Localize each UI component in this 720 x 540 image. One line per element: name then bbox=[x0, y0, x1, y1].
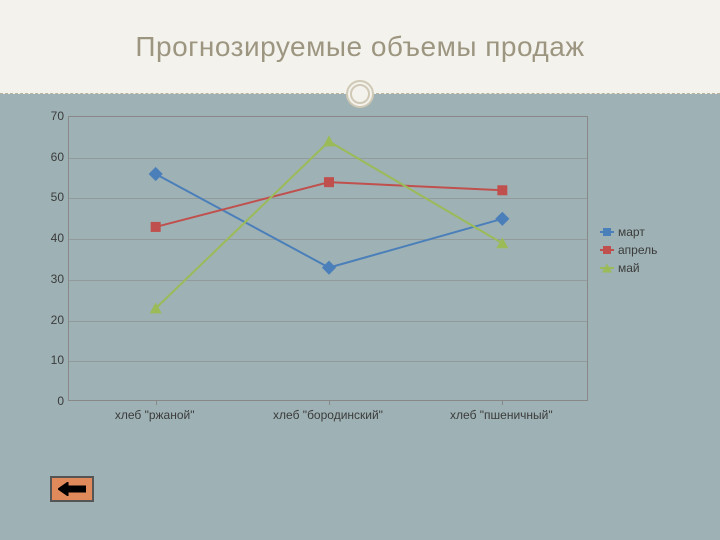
series-line bbox=[156, 182, 503, 227]
slide-title: Прогнозируемые объемы продаж bbox=[135, 31, 584, 63]
xtick-label: хлеб "бородинский" bbox=[273, 408, 383, 422]
series-line bbox=[156, 141, 503, 308]
legend-label: апрель bbox=[618, 243, 657, 257]
ytick-label: 30 bbox=[30, 272, 64, 286]
legend-item[interactable]: май bbox=[600, 261, 690, 275]
back-button[interactable] bbox=[50, 476, 94, 502]
chart-region: 0 10 20 30 40 50 60 70 хлеб "ржаной" хлеб "бород… bbox=[30, 110, 690, 440]
legend-item[interactable]: апрель bbox=[600, 243, 690, 257]
ytick-label: 50 bbox=[30, 190, 64, 204]
title-ornament-icon bbox=[346, 80, 374, 108]
legend-marker-icon bbox=[600, 249, 614, 251]
chart-series-svg bbox=[69, 117, 589, 402]
ytick-label: 0 bbox=[30, 394, 64, 408]
plot-area bbox=[68, 116, 588, 401]
slide-container: Прогнозируемые объемы продаж 0 10 20 30 40 50… bbox=[0, 0, 720, 540]
series-marker bbox=[497, 185, 507, 195]
series-marker bbox=[322, 261, 336, 275]
legend-marker-icon bbox=[600, 231, 614, 233]
ytick-label: 40 bbox=[30, 231, 64, 245]
ytick-label: 60 bbox=[30, 150, 64, 164]
ytick-label: 20 bbox=[30, 313, 64, 327]
legend-marker-icon bbox=[600, 267, 614, 269]
series-marker bbox=[151, 222, 161, 232]
series-marker bbox=[495, 212, 509, 226]
chart-legend: март апрель май bbox=[600, 225, 690, 279]
xtick-label: хлеб "пшеничный" bbox=[450, 408, 553, 422]
legend-item[interactable]: март bbox=[600, 225, 690, 239]
ytick-label: 70 bbox=[30, 109, 64, 123]
series-marker bbox=[323, 135, 335, 146]
legend-label: май bbox=[618, 261, 640, 275]
ytick-label: 10 bbox=[30, 353, 64, 367]
series-marker bbox=[496, 237, 508, 248]
legend-label: март bbox=[618, 225, 645, 239]
series-marker bbox=[324, 177, 334, 187]
series-marker bbox=[149, 167, 163, 181]
back-arrow-icon bbox=[58, 482, 86, 496]
xtick-label: хлеб "ржаной" bbox=[115, 408, 195, 422]
